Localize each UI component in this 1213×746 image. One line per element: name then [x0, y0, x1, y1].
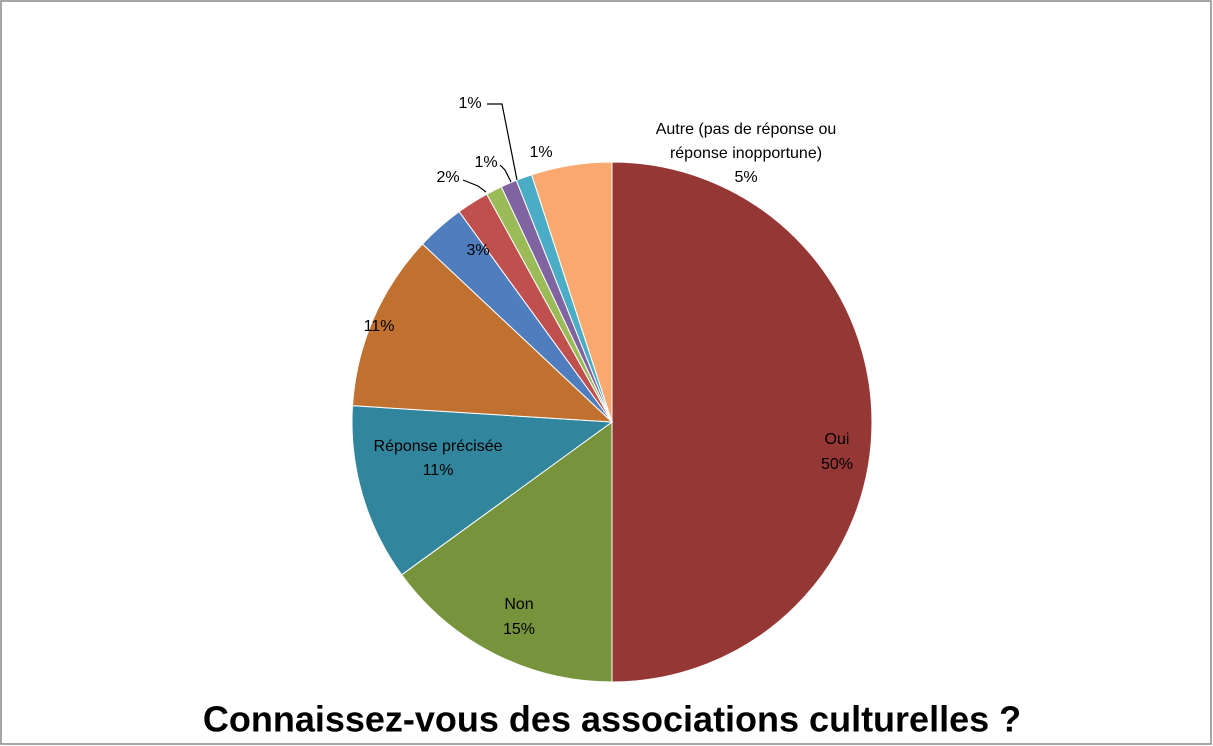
leader-line [487, 103, 518, 181]
slice-value-label: 50% [821, 456, 853, 473]
slice-label: Réponse précisée [374, 438, 503, 455]
slice-value-label: 11% [423, 462, 454, 479]
slice-value-label: 3% [466, 242, 489, 259]
pie-slice [400, 421, 613, 683]
slice-label: Oui [825, 431, 850, 448]
pie-slice [531, 161, 613, 423]
slice-label: Non [504, 596, 533, 613]
pie-slice [611, 161, 873, 683]
slice-label: Autre (pas de réponse ou réponse inoppor… [655, 121, 837, 162]
slice-value-label: 2% [436, 169, 459, 186]
pie-slice [351, 405, 614, 576]
slice-value-label: 11% [364, 318, 395, 335]
slice-value-label: 15% [503, 621, 535, 638]
slice-value-label: 5% [734, 169, 757, 186]
chart-title: Connaissez-vous des associations culture… [203, 699, 1021, 740]
leader-line [499, 164, 512, 183]
pie-slice [351, 243, 614, 423]
slice-value-label: 1% [474, 154, 497, 171]
leader-line [462, 179, 487, 193]
slice-value-label: 1% [458, 95, 481, 112]
slice-value-label: 1% [529, 144, 552, 161]
